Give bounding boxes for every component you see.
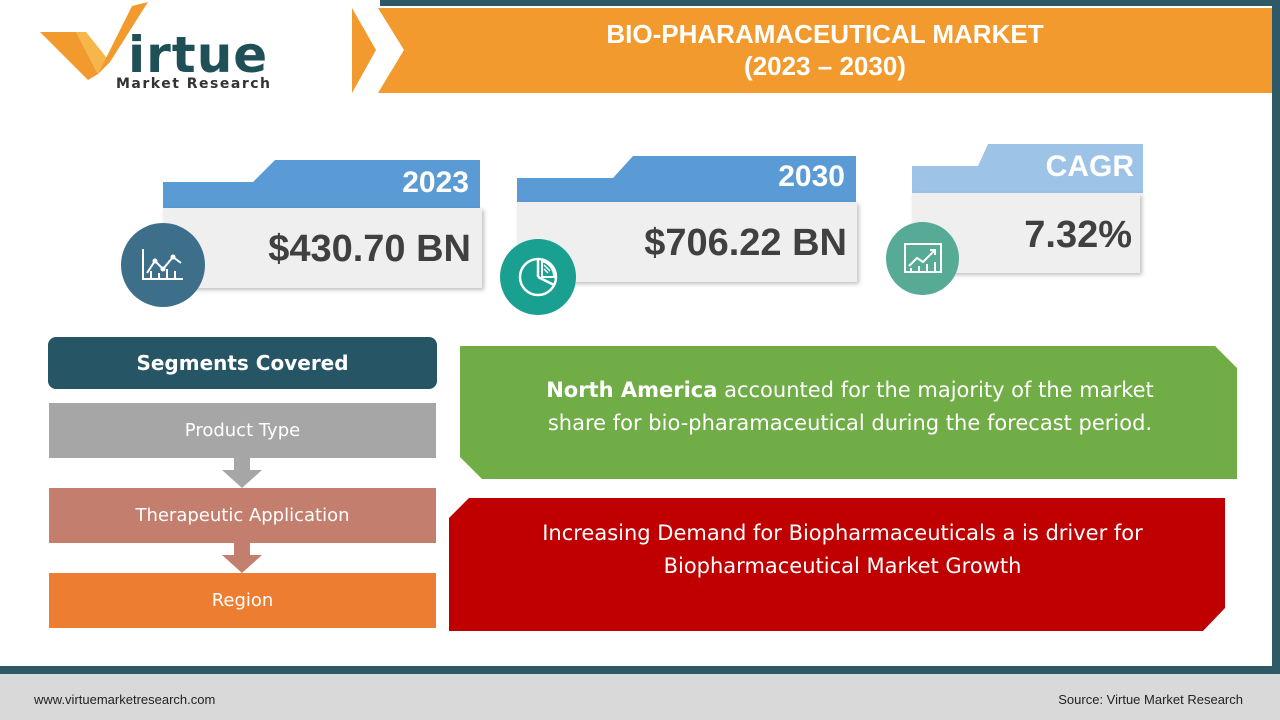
pie-chart-icon — [500, 239, 576, 315]
red-info-box: Increasing Demand for Biopharmaceuticals… — [460, 517, 1225, 583]
red-info-line-1: Increasing Demand for Biopharmaceuticals… — [542, 521, 1143, 545]
stat-value-2023: $430.70 BN — [268, 228, 471, 270]
segment-arrow-1 — [222, 458, 262, 488]
title-line-2: (2023 – 2030) — [744, 51, 906, 81]
logo-subtitle: Market Research — [116, 76, 272, 92]
segment-region: Region — [49, 573, 436, 628]
virtue-logo: irtue Market Research — [36, 2, 326, 94]
segment-therapeutic-application: Therapeutic Application — [49, 488, 436, 543]
stat-card-2023: 2023 $430.70 BN — [163, 160, 483, 290]
growth-chart-icon — [886, 222, 959, 295]
green-info-text-1: accounted for the majority of the market — [717, 378, 1154, 402]
green-info-line-2: share for bio-pharamaceutical during the… — [547, 411, 1153, 435]
top-stripe — [380, 0, 1280, 6]
stat-label-2030: 2030 — [778, 160, 845, 193]
title-line-1: BIO-PHARAMACEUTICAL MARKET — [606, 19, 1044, 49]
footer: www.virtuemarketresearch.com Source: Vir… — [0, 674, 1280, 720]
stat-value-box-2023 — [163, 208, 482, 288]
footer-stripe — [0, 666, 1280, 674]
header-chevron — [352, 8, 404, 93]
page-title: BIO-PHARAMACEUTICAL MARKET (2023 – 2030) — [378, 18, 1272, 82]
right-stripe — [1272, 0, 1280, 672]
red-info-line-2: Biopharmaceutical Market Growth — [663, 554, 1022, 578]
segment-product-type: Product Type — [49, 403, 436, 458]
stat-tab-cagr — [912, 144, 1143, 193]
stat-value-cagr: 7.32% — [1024, 214, 1132, 256]
segment-arrow-2 — [222, 543, 262, 573]
stat-value-2030: $706.22 BN — [644, 222, 847, 264]
green-info-bold: North America — [546, 378, 718, 402]
green-info-box-shape — [460, 346, 1237, 479]
stat-label-cagr: CAGR — [1045, 150, 1134, 183]
line-chart-icon — [121, 223, 205, 307]
stat-card-2030: 2030 $706.22 BN — [517, 156, 859, 286]
stat-card-cagr: CAGR 7.32% — [912, 144, 1144, 274]
footer-website[interactable]: www.virtuemarketresearch.com — [34, 692, 216, 707]
red-info-box-shape — [449, 498, 1225, 631]
green-info-box: North America accounted for the majority… — [470, 374, 1230, 440]
stat-tab-2023 — [163, 160, 480, 208]
footer-source: Source: Virtue Market Research — [1058, 692, 1243, 707]
header-bar — [378, 8, 1272, 93]
stat-label-2023: 2023 — [402, 166, 469, 199]
segments-header: Segments Covered — [48, 337, 437, 389]
green-info-line-1: North America accounted for the majority… — [470, 374, 1230, 407]
logo-v-icon — [40, 2, 148, 80]
stat-tab-2030 — [517, 156, 856, 202]
logo-word: irtue — [128, 26, 269, 84]
